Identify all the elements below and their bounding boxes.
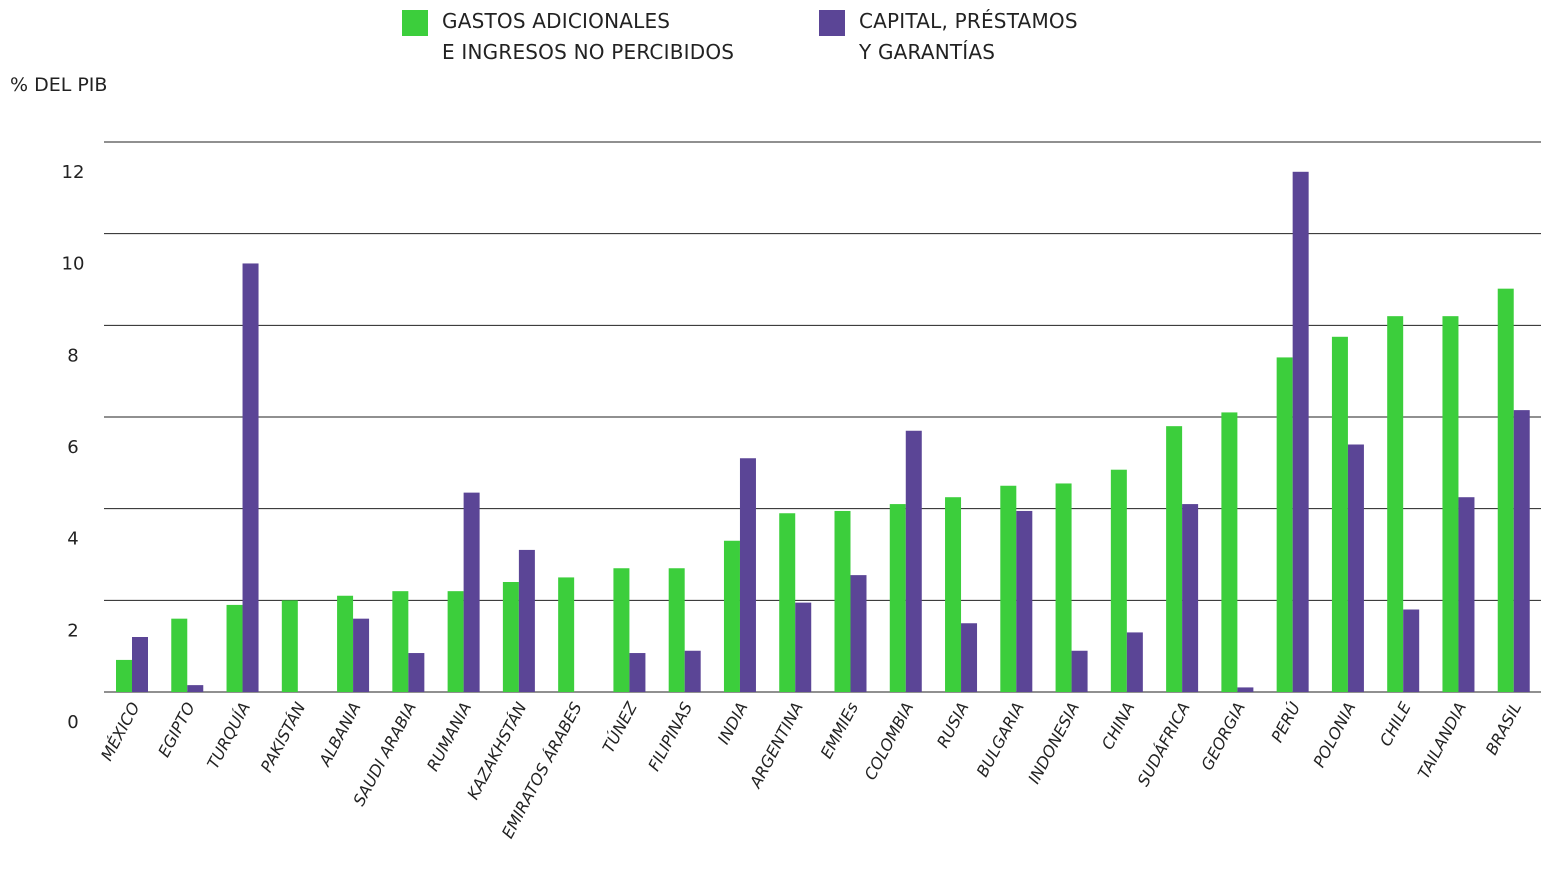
bar-capital-7 — [518, 549, 535, 692]
bar-capital-14 — [905, 430, 922, 692]
bar-gastos-2 — [226, 604, 243, 692]
bar-gastos-18 — [1110, 469, 1127, 692]
y-tick-label-2: 2 — [67, 620, 78, 641]
x-tick-label-14: COLOMBIA — [861, 699, 918, 783]
legend-swatch-capital — [819, 10, 845, 36]
y-tick-label-0: 0 — [67, 712, 78, 733]
legend-label-gastos-line2: E INGRESOS NO PERCIBIDOS — [442, 40, 735, 64]
y-tick-label-6: 6 — [67, 437, 78, 458]
bar-capital-9 — [629, 653, 646, 692]
bar-capital-22 — [1347, 444, 1364, 692]
bar-capital-18 — [1126, 632, 1143, 692]
y-tick-label-8: 8 — [67, 345, 78, 366]
x-tick-label-16: BULGARIA — [973, 699, 1028, 780]
legend-label-capital-line2: Y GARANTÍAS — [859, 40, 996, 64]
x-tick-label-23: CHILE — [1376, 698, 1415, 749]
bar-capital-15 — [961, 623, 978, 692]
bar-capital-23 — [1403, 609, 1420, 692]
bar-gastos-8 — [558, 577, 575, 692]
bar-gastos-24 — [1442, 316, 1459, 692]
x-tick-label-2: TURQUÍA — [203, 699, 254, 772]
legend-label-gastos-line1: GASTOS ADICIONALES — [442, 9, 671, 33]
bar-gastos-6 — [447, 591, 464, 692]
bars — [116, 171, 1530, 692]
x-tick-label-17: INDONESIA — [1024, 699, 1083, 787]
bar-gastos-23 — [1387, 316, 1404, 692]
bar-gastos-17 — [1055, 483, 1072, 692]
bar-gastos-12 — [779, 513, 796, 692]
bar-capital-19 — [1182, 504, 1199, 692]
y-tick-label-12: 12 — [62, 162, 85, 183]
bar-gastos-19 — [1166, 426, 1183, 692]
y-tick-label-10: 10 — [62, 254, 85, 275]
bar-gastos-25 — [1497, 288, 1514, 692]
x-tick-label-7: KAZAKHSTÁN — [463, 699, 530, 803]
bar-gastos-3 — [281, 600, 298, 692]
bar-gastos-9 — [613, 568, 630, 692]
bar-capital-12 — [795, 602, 812, 692]
x-tick-label-11: INDIA — [714, 699, 752, 747]
bar-gastos-13 — [834, 510, 851, 692]
bar-capital-16 — [1016, 510, 1033, 692]
bar-capital-17 — [1071, 650, 1088, 692]
bar-capital-5 — [408, 653, 425, 692]
x-tick-label-9: TÚNEZ — [599, 698, 642, 756]
y-axis-label: % DEL PIB — [10, 74, 108, 96]
bar-capital-11 — [739, 458, 756, 692]
bar-gastos-1 — [171, 618, 188, 692]
x-tick-label-10: FILIPINAS — [644, 699, 696, 774]
bar-capital-2 — [242, 263, 259, 692]
x-tick-label-12: ARGENTINA — [745, 699, 806, 792]
x-tick-label-22: POLONIA — [1309, 699, 1359, 771]
x-tick-label-4: ALBANIA — [315, 699, 365, 770]
x-tick-label-15: RUSIA — [933, 699, 973, 751]
bar-gastos-22 — [1331, 336, 1348, 692]
bar-capital-0 — [132, 637, 148, 692]
x-tick-label-24: TAILANDIA — [1414, 699, 1470, 782]
legend-item-capital: CAPITAL, PRÉSTAMOS Y GARANTÍAS — [819, 6, 1078, 68]
x-tick-labels: MÉXICO EGIPTO TURQUÍA PAKISTÁN ALBANIASAUDI … — [97, 698, 1525, 842]
x-tick-label-3: PAKISTÁN — [257, 699, 310, 775]
x-tick-label-20: GEORGIA — [1197, 699, 1249, 774]
bar-capital-1 — [187, 685, 204, 692]
x-tick-label-0: MÉXICO — [97, 699, 144, 764]
y-tick-labels: 0 2 4 6 8 10 12 — [62, 162, 85, 733]
legend-swatch-gastos — [402, 10, 428, 36]
bar-gastos-14 — [889, 504, 906, 692]
legend-label-gastos: GASTOS ADICIONALES E INGRESOS NO PERCIBI… — [442, 6, 734, 68]
bar-gastos-10 — [668, 568, 685, 692]
y-tick-label-4: 4 — [67, 529, 78, 550]
legend-label-capital-line1: CAPITAL, PRÉSTAMOS — [859, 9, 1078, 33]
bar-gastos-15 — [945, 497, 962, 692]
bar-capital-10 — [684, 650, 701, 692]
x-tick-label-13: EMMIEs — [817, 699, 862, 762]
bar-gastos-5 — [392, 591, 409, 692]
bar-capital-24 — [1458, 497, 1475, 692]
bar-gastos-7 — [502, 582, 519, 692]
bar-gastos-20 — [1221, 412, 1238, 692]
bar-capital-6 — [463, 492, 480, 692]
legend-item-gastos: GASTOS ADICIONALES E INGRESOS NO PERCIBI… — [402, 6, 734, 68]
gridlines — [104, 141, 1541, 693]
x-tick-label-18: CHINA — [1098, 699, 1139, 753]
bar-gastos-11 — [723, 540, 740, 692]
x-tick-label-6: RUMANIA — [423, 699, 475, 774]
bar-gastos-4 — [337, 595, 354, 692]
bar-gastos-16 — [1000, 485, 1017, 692]
x-tick-label-19: SUDÁFRICA — [1134, 699, 1194, 789]
legend: GASTOS ADICIONALES E INGRESOS NO PERCIBI… — [0, 6, 1541, 66]
legend-label-capital: CAPITAL, PRÉSTAMOS Y GARANTÍAS — [859, 6, 1078, 68]
bar-capital-21 — [1292, 171, 1309, 692]
bar-gastos-0 — [116, 659, 132, 692]
bar-capital-13 — [850, 575, 867, 692]
x-tick-label-21: PERÚ — [1267, 699, 1304, 746]
bar-capital-25 — [1513, 410, 1530, 692]
bar-capital-20 — [1237, 687, 1254, 692]
bar-gastos-21 — [1276, 357, 1293, 692]
bar-capital-4 — [353, 618, 370, 692]
x-tick-label-25: BRASIL — [1482, 699, 1525, 758]
x-tick-label-1: EGIPTO — [154, 699, 199, 760]
